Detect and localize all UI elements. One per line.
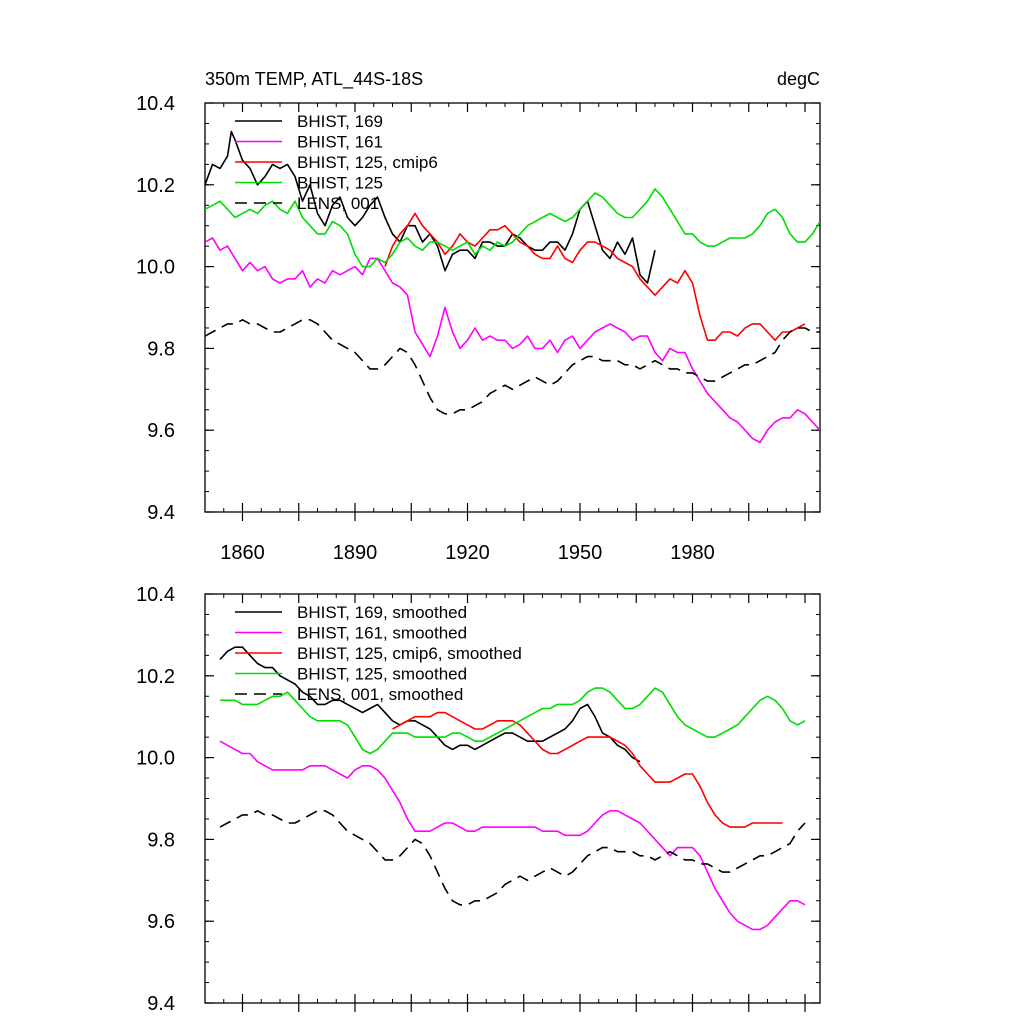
legend-label: LENS, 001, smoothed: [297, 685, 463, 704]
legend-label: BHIST, 169: [297, 112, 383, 131]
y-tick-label: 9.4: [147, 993, 175, 1015]
x-tick-label: 1890: [333, 542, 378, 564]
x-tick-label: 1860: [220, 542, 265, 564]
y-tick-label: 10.0: [136, 748, 175, 770]
y-tick-label: 9.6: [147, 911, 175, 933]
y-tick-label: 9.6: [147, 420, 175, 442]
legend-label: BHIST, 125: [297, 174, 383, 193]
units-label: degC: [777, 69, 820, 89]
x-tick-label: 1980: [670, 542, 715, 564]
x-tick-label: 1920: [445, 542, 490, 564]
series-line-5: [219, 810, 806, 906]
series-line-1: [219, 646, 641, 763]
series-line-4: [205, 188, 820, 268]
legend-label: BHIST, 125, cmip6, smoothed: [297, 644, 522, 663]
legend-label: BHIST, 125, cmip6: [297, 153, 438, 172]
legend-label: BHIST, 161: [297, 133, 383, 152]
panel-2: 9.4 9.6 9.8 10.0 10.2 10.4 BHIST, 169, smoothe…: [136, 584, 821, 1015]
series-line-1: [205, 130, 656, 284]
y-tick-label: 10.2: [136, 666, 175, 688]
series-line-3: [384, 212, 806, 341]
chart-title: 350m TEMP, ATL_44S-18S: [205, 69, 423, 90]
panel-1: 9.4 9.6 9.8 10.0 10.2 10.4 1860 1890 1920 1950 198…: [136, 69, 821, 564]
x-tick-label: 1950: [558, 542, 603, 564]
legend-label: BHIST, 125, smoothed: [297, 665, 467, 684]
series-line-4: [220, 687, 806, 755]
series-line-3: [392, 711, 783, 828]
legend-label: LENS, 001: [297, 194, 379, 213]
y-tick-label: 10.2: [136, 175, 175, 197]
y-tick-label: 9.8: [147, 338, 175, 360]
y-tick-label: 10.4: [136, 93, 175, 115]
series-line-2: [219, 740, 806, 931]
y-tick-label: 10.0: [136, 257, 175, 279]
series-line-2: [205, 237, 820, 444]
y-tick-label: 9.8: [147, 829, 175, 851]
y-tick-label: 9.4: [147, 502, 175, 524]
legend-label: BHIST, 169, smoothed: [297, 603, 467, 622]
series-line-5: [205, 319, 820, 415]
y-tick-label: 10.4: [136, 584, 175, 606]
legend-label: BHIST, 161, smoothed: [297, 624, 467, 643]
